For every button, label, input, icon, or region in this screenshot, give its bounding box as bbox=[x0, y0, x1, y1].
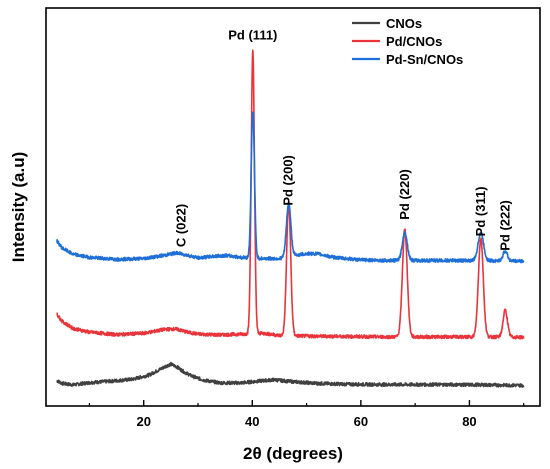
series-line-pd-cnos bbox=[56, 49, 525, 340]
legend: CNOs Pd/CNOs Pd-Sn/CNOs bbox=[352, 16, 463, 67]
legend-label: Pd/CNOs bbox=[386, 34, 442, 49]
peak-annotations: Pd (111) C (022) Pd (200) Pd (220) Pd (311) P… bbox=[174, 27, 513, 250]
peak-label: Pd (111) bbox=[228, 27, 277, 42]
peak-label: Pd (200) bbox=[281, 155, 296, 206]
plot-frame bbox=[45, 7, 541, 407]
x-axis-ticks: 20 40 60 80 bbox=[88, 400, 525, 429]
peak-label: Pd (222) bbox=[497, 200, 512, 251]
x-tick-label: 60 bbox=[354, 414, 368, 429]
y-axis-title: Intensity (a.u) bbox=[9, 152, 28, 263]
peak-label: C (022) bbox=[174, 204, 189, 247]
series-line-pd-sn-cnos bbox=[56, 111, 525, 264]
series-line-cnos bbox=[56, 361, 525, 388]
x-tick-label: 40 bbox=[245, 414, 259, 429]
plot-area bbox=[56, 49, 525, 388]
peak-label: Pd (220) bbox=[397, 169, 412, 220]
x-tick-label: 20 bbox=[136, 414, 150, 429]
peak-label: Pd (311) bbox=[473, 186, 488, 236]
x-axis-title: 2θ (degrees) bbox=[243, 444, 343, 463]
legend-label: CNOs bbox=[386, 16, 422, 31]
x-tick-label: 80 bbox=[462, 414, 476, 429]
legend-label: Pd-Sn/CNOs bbox=[386, 52, 463, 67]
